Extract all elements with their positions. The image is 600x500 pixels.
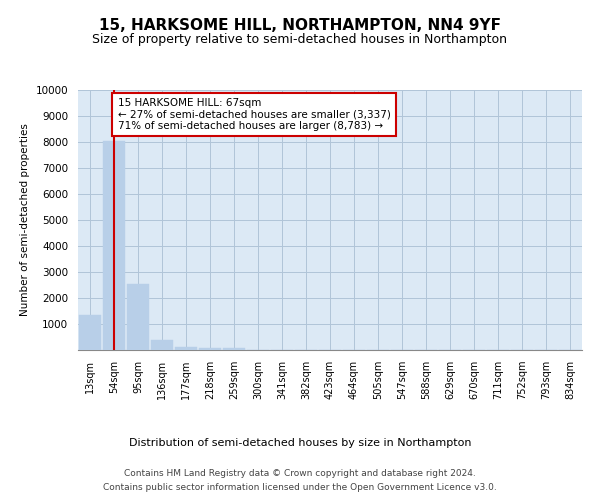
Bar <box>151 340 173 350</box>
Text: Size of property relative to semi-detached houses in Northampton: Size of property relative to semi-detach… <box>92 32 508 46</box>
Bar <box>223 348 245 350</box>
Bar <box>175 346 197 350</box>
Text: 15, HARKSOME HILL, NORTHAMPTON, NN4 9YF: 15, HARKSOME HILL, NORTHAMPTON, NN4 9YF <box>99 18 501 32</box>
Y-axis label: Number of semi-detached properties: Number of semi-detached properties <box>20 124 30 316</box>
Text: Distribution of semi-detached houses by size in Northampton: Distribution of semi-detached houses by … <box>129 438 471 448</box>
Text: Contains HM Land Registry data © Crown copyright and database right 2024.: Contains HM Land Registry data © Crown c… <box>124 470 476 478</box>
Text: 15 HARKSOME HILL: 67sqm
← 27% of semi-detached houses are smaller (3,337)
71% of: 15 HARKSOME HILL: 67sqm ← 27% of semi-de… <box>118 98 391 131</box>
Bar <box>103 142 125 350</box>
Text: Contains public sector information licensed under the Open Government Licence v3: Contains public sector information licen… <box>103 483 497 492</box>
Bar <box>79 315 101 350</box>
Bar <box>127 284 149 350</box>
Bar <box>199 348 221 350</box>
